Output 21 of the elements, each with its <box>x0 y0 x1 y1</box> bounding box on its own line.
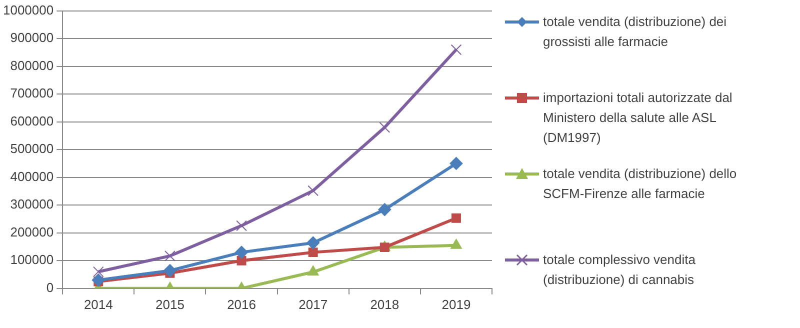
legend-label: totale complessivo vendita (distribuzione) di cannabis <box>543 251 696 289</box>
y-tick-label: 0 <box>46 280 54 295</box>
y-tick-label: 800000 <box>10 58 54 73</box>
legend-label: importazioni totali autorizzate dal Ministero della salute alle ASL (DM1997) <box>543 89 734 147</box>
x-tick-label: 2017 <box>298 296 328 312</box>
y-tick-label: 300000 <box>10 196 54 212</box>
y-tick-label: 500000 <box>10 141 54 156</box>
y-tick-label: 700000 <box>10 86 54 101</box>
x-tick-label: 2018 <box>370 296 400 312</box>
legend-label: totale vendita (distribuzione) dei grossisti alle farmacie <box>543 13 728 51</box>
y-tick-label: 1000000 <box>2 2 54 18</box>
y-tick-label: 900000 <box>10 30 54 46</box>
x-tick-label: 2014 <box>84 296 113 312</box>
y-tick-label: 200000 <box>10 224 54 240</box>
legend-label: totale vendita (distribuzione) dello SCFM-Firenze alle farmacie <box>543 165 738 203</box>
x-tick-label: 2019 <box>442 296 471 312</box>
y-tick-label: 400000 <box>10 168 54 184</box>
x-tick-label: 2015 <box>155 296 184 312</box>
y-tick-label: 100000 <box>10 252 54 268</box>
y-tick-label: 600000 <box>10 113 54 128</box>
x-tick-label: 2016 <box>227 296 256 312</box>
